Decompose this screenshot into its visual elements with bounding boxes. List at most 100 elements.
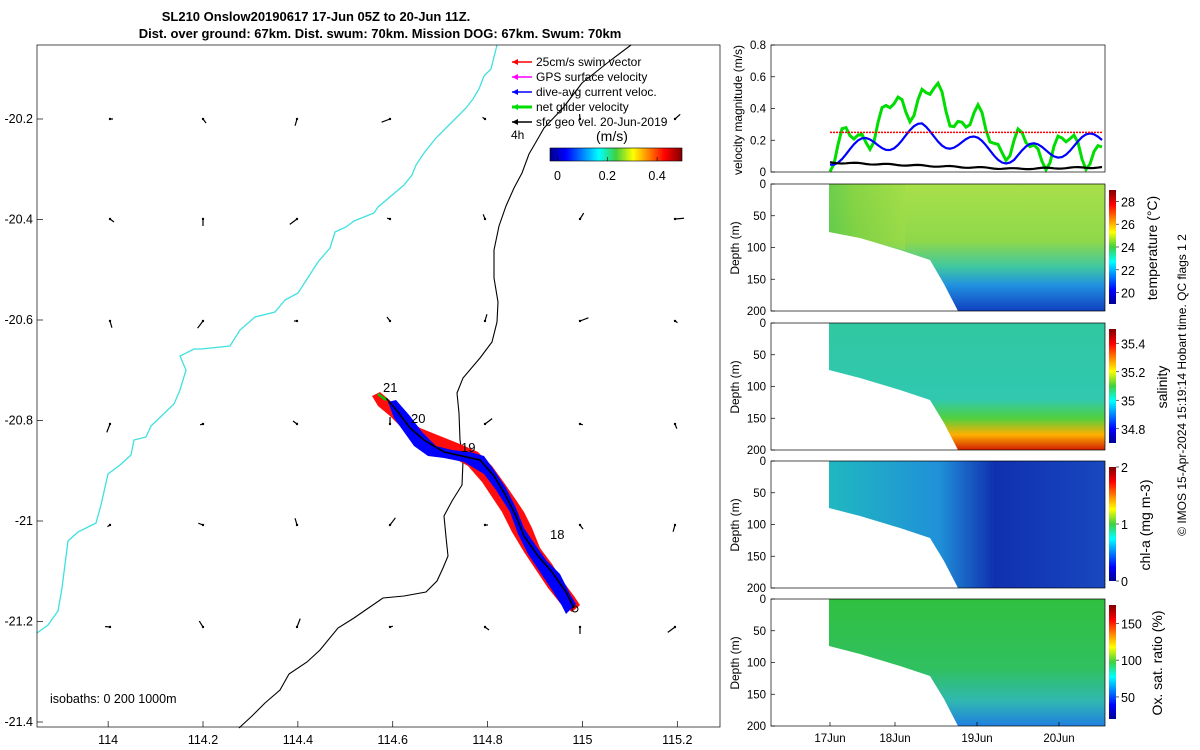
net-glider-start — [377, 393, 387, 401]
geo-velocity-arrows — [104, 113, 685, 634]
map-xtick-label: 115.2 — [662, 733, 692, 747]
geo-arrow-head — [673, 217, 677, 221]
depth-tick-label: 200 — [747, 306, 766, 318]
depth-tick-label: 200 — [747, 721, 766, 733]
title-line1: SL210 Onslow20190617 17-Jun 05Z to 20-Ju… — [162, 9, 471, 24]
colorbar-tick-label: 0 — [1121, 575, 1128, 589]
depth-tick-label: 50 — [753, 488, 766, 500]
geo-arrow — [289, 218, 298, 225]
geo-arrow-head — [483, 117, 487, 121]
map-ytick-label: -20.2 — [5, 112, 34, 126]
legend-label: dive-avg current veloc. — [536, 85, 657, 99]
depth-tick-label: 0 — [760, 179, 766, 191]
day-label: 18 — [550, 527, 564, 542]
depth-tick-label: 100 — [747, 658, 766, 670]
oxygen-ylabel: Depth (m) — [728, 636, 742, 689]
geo-arrow-head — [295, 319, 299, 323]
geo-arrow-head — [108, 117, 112, 121]
colorbar-tick-label: 28 — [1121, 195, 1135, 209]
geo-arrow-head — [483, 523, 487, 527]
geo-arrow-head — [673, 319, 677, 323]
legend-label: GPS surface velocity — [536, 70, 647, 84]
chla-panel: 0 50 100 150 200 Depth (m) 0 1 2 chl-a (mg m-3… — [728, 456, 1153, 595]
geo-arrow-head — [295, 217, 299, 221]
depth-tick-label: 200 — [747, 445, 766, 457]
depth-tick-label: 150 — [747, 274, 766, 286]
colorbar-tick-label: 24 — [1121, 241, 1135, 255]
date-tick-label: 18Jun — [879, 733, 910, 745]
geo-arrow-head — [108, 422, 112, 426]
geo-arrow-head — [201, 422, 205, 426]
legend-label: 25cm/s swim vector — [536, 55, 641, 69]
oxygen-colorbar — [1109, 605, 1116, 719]
geo-arrow-head — [673, 523, 677, 527]
day-labels: 21 20 19 18 — [383, 380, 564, 542]
geo-arrow-head — [201, 319, 205, 323]
legend-arrowhead — [512, 74, 518, 80]
geo-arrow-head — [578, 523, 582, 527]
map-xtick-label: 114 — [98, 733, 118, 747]
map-xtick-label: 115 — [572, 733, 592, 747]
map-axes: 114 114.2 114.4 114.6 114.8 115 115.2 -20.2 -20.… — [5, 112, 693, 747]
legend-arrowhead — [512, 89, 518, 95]
geo-arrow-head — [108, 625, 112, 629]
geo-arrow — [296, 618, 301, 628]
velocity-ytick-label: 0.6 — [750, 72, 766, 84]
geo-arrow — [579, 317, 589, 322]
day-label: 21 — [383, 380, 397, 395]
velocity-panel: 0 0.2 0.4 0.6 0.8 velocity magnitude (m/s) — [731, 40, 1106, 179]
map-xtick-label: 114.4 — [283, 733, 313, 747]
depth-tick-label: 50 — [753, 626, 766, 638]
colorbar-tick-label: 34.8 — [1121, 423, 1145, 437]
velocity-ylabel: velocity magnitude (m/s) — [731, 45, 745, 175]
geo-arrow-head — [388, 217, 392, 221]
geo-arrow-head — [388, 625, 392, 629]
geo-arrow-head — [388, 319, 392, 323]
velocity-ytick-label: 0 — [760, 167, 766, 179]
velocity-series — [828, 80, 1103, 173]
geo-arrow-head — [388, 523, 392, 527]
depth-tick-label: 150 — [747, 413, 766, 425]
geo-arrow-head — [108, 319, 112, 323]
geo-arrow-head — [578, 422, 582, 426]
oxygen-field — [829, 599, 1105, 726]
colorbar-unit: (m/s) — [596, 128, 628, 144]
geo-arrow-head — [483, 625, 487, 629]
temperature-depth-ticks: 0 50 100 150 200 — [747, 179, 775, 318]
salinity-panel: 0 50 100 150 200 Depth (m) 34.8 35 35.2 35.4 sa… — [728, 318, 1170, 457]
footer-credit: © IMOS 15-Apr-2024 15:19:14 Hobart time.… — [1175, 234, 1189, 536]
geo-arrow-head — [295, 523, 299, 527]
legend-label: sfc geo vel. 20-Jun-2019 — [536, 115, 668, 129]
colorbar-tick-label: 35.4 — [1121, 337, 1145, 351]
velocity-series-line — [828, 80, 1103, 173]
temperature-panel: 0 50 100 150 200 Depth (m) 20 22 24 26 28 temper… — [728, 179, 1160, 318]
geo-arrow — [389, 517, 396, 526]
map-ytick-label: -21.2 — [5, 615, 34, 629]
map-ytick-label: -20.8 — [5, 414, 34, 428]
date-tick-label: 17Jun — [814, 733, 845, 745]
cbar-tick-label: 0 — [554, 169, 561, 183]
geo-arrow-head — [295, 117, 299, 121]
colorbar-tick-label: 100 — [1121, 654, 1142, 668]
geo-arrow-head — [483, 217, 487, 221]
geo-arrow-head — [388, 117, 392, 121]
colorbar-tick-label: 150 — [1121, 617, 1142, 631]
isobaths-label: isobaths: 0 200 1000m — [50, 692, 176, 706]
map-ytick-label: -20.4 — [5, 213, 34, 227]
chla-colorbar-ticks: 0 1 2 — [1116, 461, 1128, 589]
legend-arrowhead — [512, 59, 518, 65]
cbar-tick-label: 0.4 — [648, 169, 665, 183]
depth-tick-label: 150 — [747, 551, 766, 563]
velocity-series-line — [829, 161, 1103, 171]
oxygen-depth-ticks: 0 50 100 150 200 — [747, 594, 775, 733]
colorbar-tick-label: 35.2 — [1121, 366, 1145, 380]
day-label: 20 — [411, 411, 425, 426]
temperature-colorbar-ticks: 20 22 24 26 28 — [1116, 195, 1135, 301]
velocity-ytick-label: 0.2 — [750, 135, 766, 147]
geo-arrow — [667, 626, 676, 633]
geo-arrow-head — [108, 523, 112, 527]
title-line2: Dist. over ground: 67km. Dist. swum: 70k… — [139, 26, 622, 41]
depth-tick-label: 100 — [747, 520, 766, 532]
date-tick-label: 19Jun — [961, 733, 992, 745]
